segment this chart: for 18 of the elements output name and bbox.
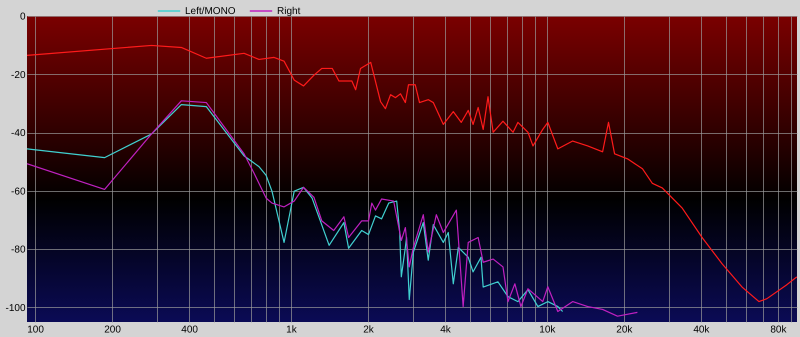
y-tick-label: -80 [11, 244, 26, 256]
x-tick-label: 4k [440, 324, 452, 336]
y-tick-label: -100 [5, 302, 26, 314]
x-tick-label: 100 [27, 324, 44, 336]
legend-label: Right [277, 6, 301, 17]
y-tick-label: -20 [11, 70, 26, 81]
x-tick-label: 200 [104, 324, 122, 336]
legend-label: Left/MONO [185, 6, 236, 17]
y-tick-label: -40 [11, 128, 26, 140]
x-tick-label: 400 [181, 324, 198, 336]
x-tick-label: 40k [693, 324, 710, 336]
x-tick-label: 80k [770, 324, 788, 336]
x-tick-label: 10k [539, 324, 556, 336]
x-tick-label: 1k [286, 324, 298, 336]
y-tick-label: 0 [20, 12, 26, 22]
x-tick-label: 20k [616, 324, 634, 336]
x-tick-label: 2k [363, 324, 375, 336]
y-tick-label: -60 [11, 186, 26, 198]
